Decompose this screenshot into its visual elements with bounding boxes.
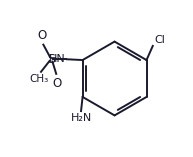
Text: H₂N: H₂N — [70, 113, 92, 123]
Text: CH₃: CH₃ — [29, 74, 48, 84]
Text: Cl: Cl — [154, 35, 165, 45]
Text: O: O — [52, 77, 61, 89]
Text: O: O — [37, 29, 46, 42]
Text: HN: HN — [49, 54, 66, 64]
Text: S: S — [47, 53, 55, 66]
